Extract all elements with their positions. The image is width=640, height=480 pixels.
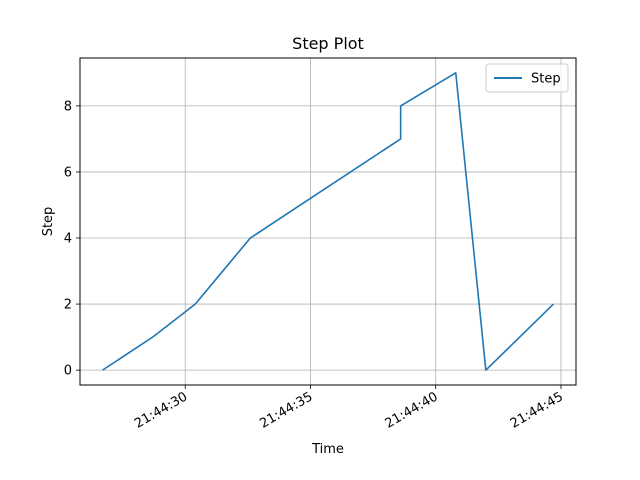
y-tick-label: 0: [64, 364, 72, 379]
y-tick-label: 8: [64, 99, 72, 114]
plot-frame: [79, 57, 577, 386]
grid-lines: [80, 58, 576, 385]
y-axis-label: Step: [41, 207, 56, 237]
legend-box: [485, 63, 569, 93]
legend: Step: [485, 63, 569, 93]
y-tick-label: 4: [64, 232, 72, 247]
chart-title: Step Plot: [292, 34, 364, 53]
series-layer: [102, 72, 555, 371]
y-axis: 0 2 4 6 8: [64, 99, 80, 379]
x-axis-label: Time: [311, 442, 344, 457]
legend-label: Step: [531, 72, 561, 87]
y-tick-label: 2: [64, 298, 72, 313]
y-tick-label: 6: [64, 165, 72, 180]
series-line: [102, 72, 555, 371]
